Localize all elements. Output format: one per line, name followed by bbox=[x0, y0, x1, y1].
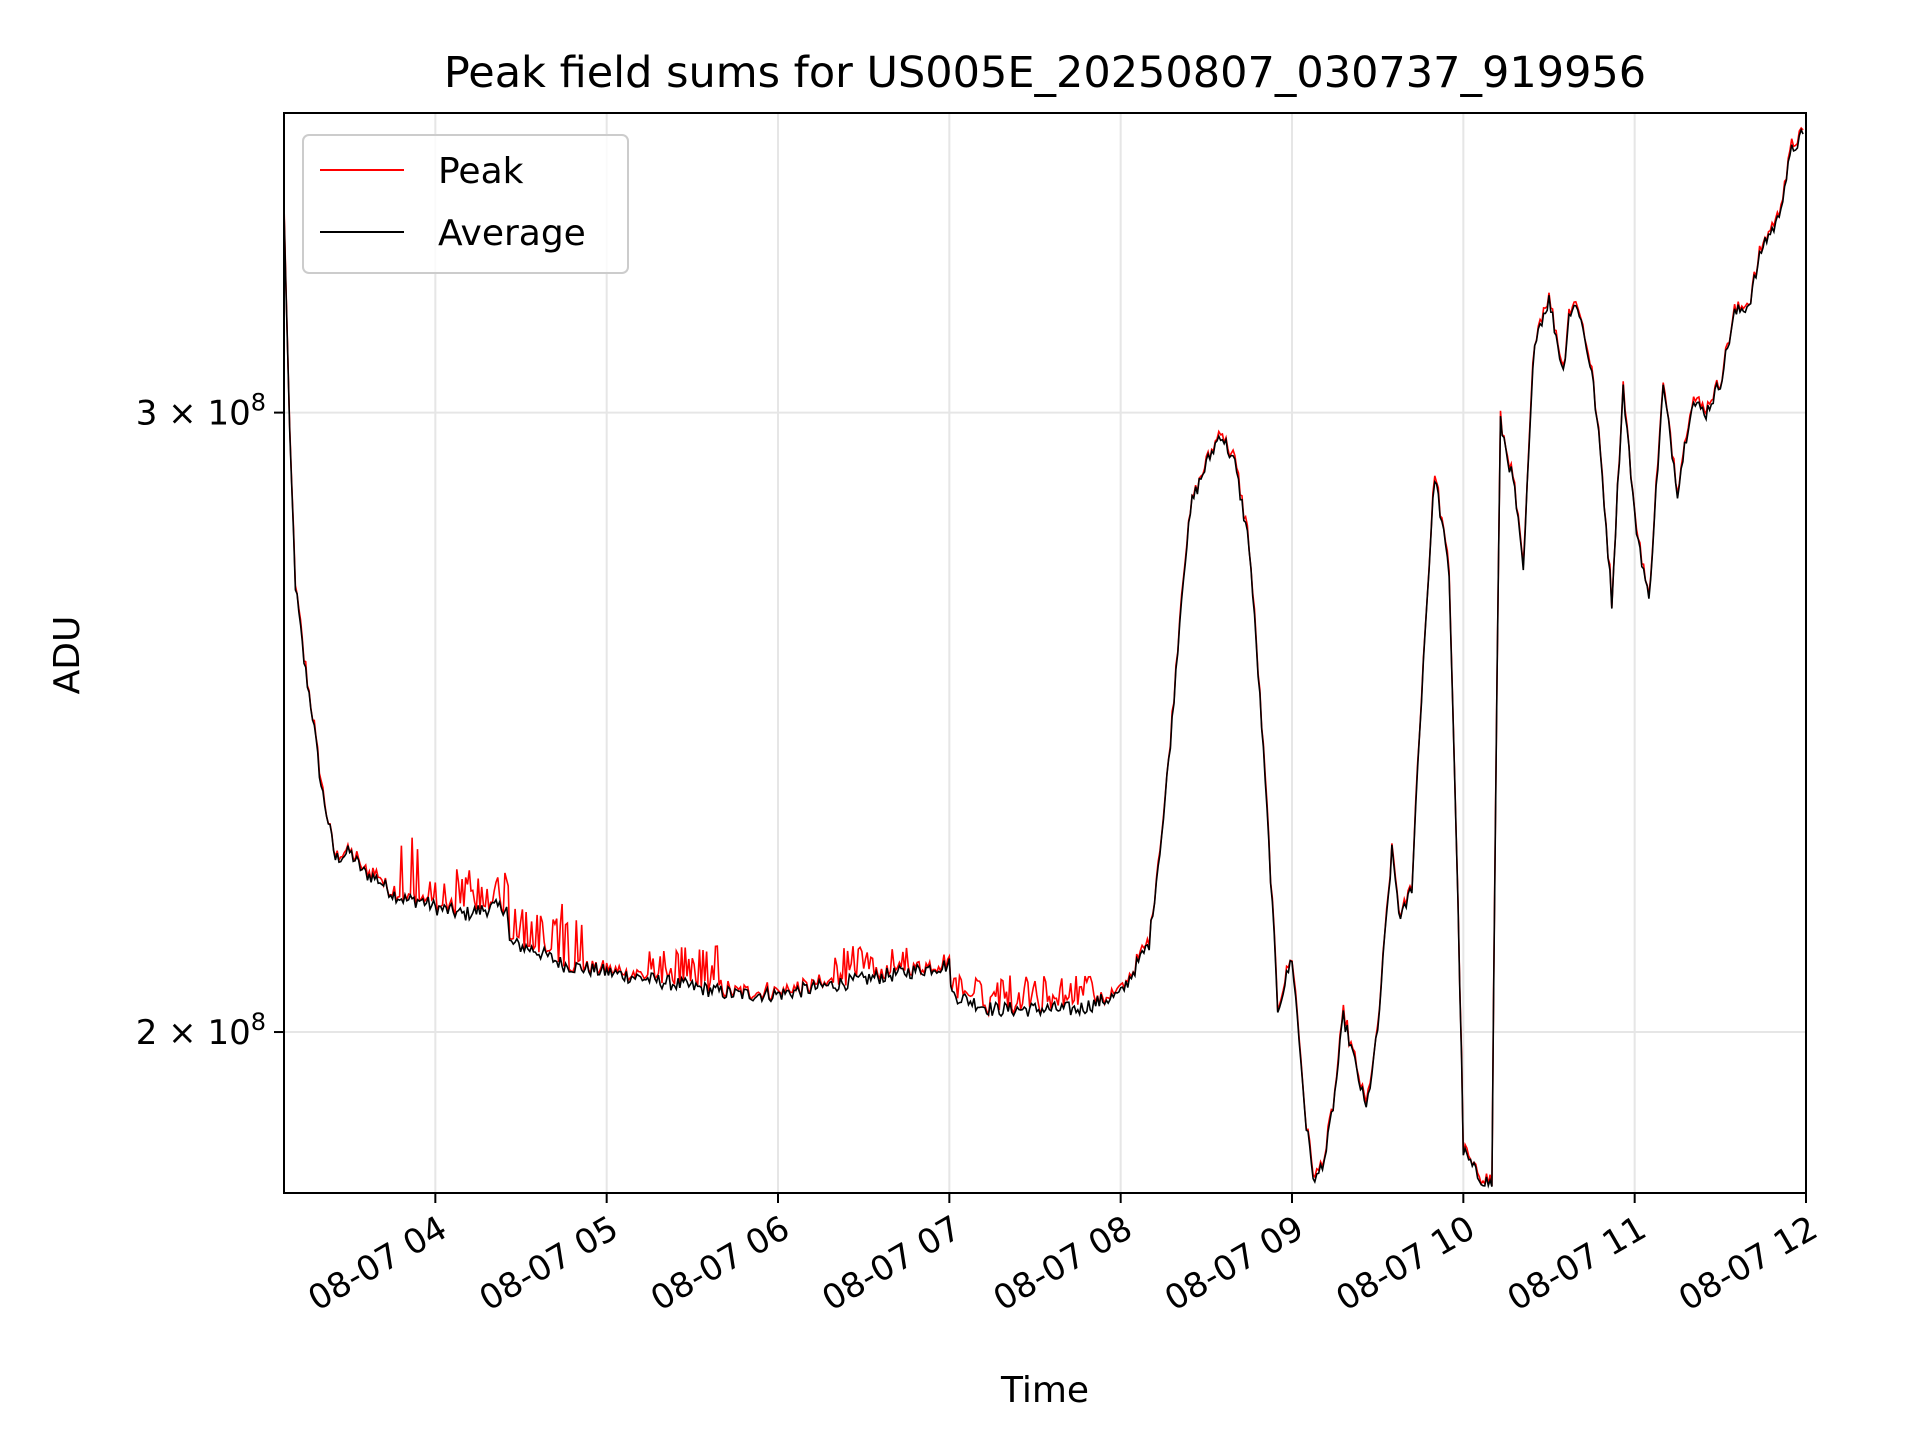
series-average-line bbox=[284, 127, 1804, 1189]
plot-frame bbox=[283, 112, 1807, 1194]
y-axis-label: ADU bbox=[47, 616, 88, 695]
chart-title: Peak field sums for US005E_20250807_0307… bbox=[444, 48, 1646, 98]
y-tick-label: 3 × 108 bbox=[136, 389, 266, 434]
y-axis: 2 × 108 3 × 108 bbox=[136, 389, 284, 1053]
x-axis-label: Time bbox=[1000, 1370, 1089, 1411]
legend-label-peak: Peak bbox=[438, 151, 524, 192]
legend: Peak Average bbox=[302, 134, 629, 274]
series-layer bbox=[284, 126, 1804, 1189]
y-tick-label: 2 × 108 bbox=[136, 1008, 266, 1053]
legend-label-average: Average bbox=[438, 213, 586, 254]
